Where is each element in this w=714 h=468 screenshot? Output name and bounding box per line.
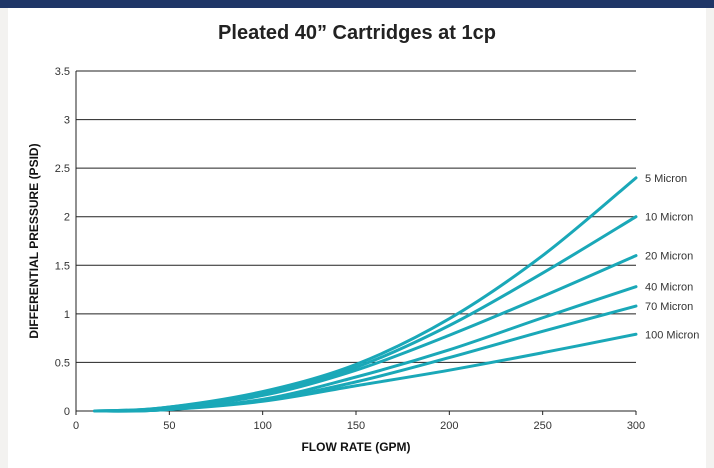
x-axis-label: FLOW RATE (GPM) xyxy=(301,440,410,454)
x-tick-label: 0 xyxy=(73,420,79,432)
series-label: 5 Micron xyxy=(645,173,687,185)
x-tick-label: 250 xyxy=(533,420,551,432)
x-tick-label: 150 xyxy=(347,420,365,432)
x-tick-label: 300 xyxy=(627,420,645,432)
series-line xyxy=(93,254,638,413)
y-axis-label: DIFFERENTIAL PRESSURE (PSID) xyxy=(27,143,41,338)
series-label: 40 Micron xyxy=(645,282,693,294)
y-tick-label: 1 xyxy=(64,309,70,321)
x-tick-label: 100 xyxy=(253,420,271,432)
series-label: 20 Micron xyxy=(645,251,693,263)
series-label: 70 Micron xyxy=(645,301,693,313)
series-label: 100 Micron xyxy=(645,329,699,341)
y-tick-label: 3 xyxy=(64,115,70,127)
y-tick-label: 1.5 xyxy=(55,260,70,272)
y-tick-label: 3.5 xyxy=(55,66,70,78)
x-tick-label: 200 xyxy=(440,420,458,432)
y-tick-label: 2.5 xyxy=(55,163,70,175)
x-tick-label: 50 xyxy=(163,420,175,432)
y-tick-label: 2 xyxy=(64,212,70,224)
chart-title: Pleated 40” Cartridges at 1cp xyxy=(218,22,496,44)
chart-frame xyxy=(8,8,706,468)
top-band xyxy=(0,0,714,8)
series-label: 10 Micron xyxy=(645,212,693,224)
series-line xyxy=(93,332,638,413)
y-tick-label: 0.5 xyxy=(55,357,70,369)
y-tick-label: 0 xyxy=(64,406,70,418)
series-line xyxy=(93,304,638,413)
